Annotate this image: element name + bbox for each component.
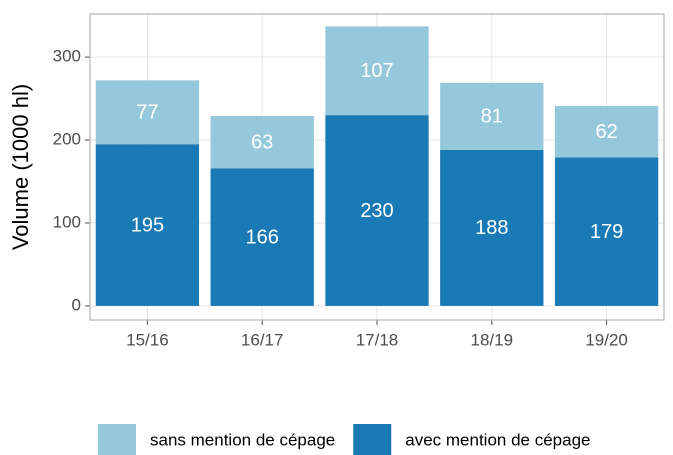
legend-label: avec mention de cépage [405,430,590,449]
x-tick-label: 18/19 [471,330,514,349]
x-tick-label: 16/17 [241,330,284,349]
bar-segment [554,106,659,158]
bar-segment [325,26,429,116]
bar-segment [95,80,200,145]
data-label: 107 [360,60,393,82]
y-tick-label: 200 [53,130,81,149]
bar-segment [210,116,314,169]
legend-swatch [353,424,392,455]
data-label: 63 [251,131,273,153]
y-tick-label: 300 [53,47,81,66]
data-label: 230 [360,200,393,222]
data-label: 81 [481,106,503,128]
data-label: 188 [475,217,508,239]
y-axis-title: Volume (1000 hl) [8,84,33,250]
data-label: 166 [246,226,279,248]
bar-segment [440,82,544,150]
bar-segment [554,157,659,306]
x-tick-label: 17/18 [356,330,399,349]
x-tick-label: 15/16 [126,330,169,349]
legend-label: sans mention de cépage [150,430,335,449]
data-label: 195 [131,214,164,236]
x-tick-label: 19/20 [585,330,628,349]
y-tick-label: 0 [72,295,81,314]
data-label: 179 [590,221,623,243]
bar-segment [440,150,544,306]
y-tick-label: 100 [53,212,81,231]
legend-swatch [98,424,136,455]
data-label: 77 [136,102,158,124]
bar-segment [95,144,200,306]
plot-border [89,13,665,321]
bar-segment [325,115,429,306]
data-label: 62 [595,121,617,143]
bar-segment [210,168,314,306]
